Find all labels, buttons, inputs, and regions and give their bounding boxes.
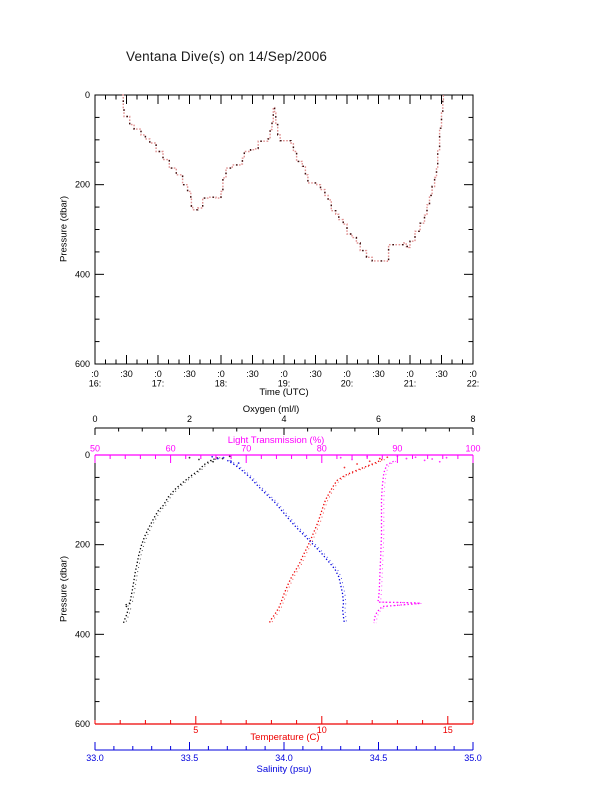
pressure-tick-label: 0 <box>85 90 90 100</box>
top-plot-border <box>94 94 474 365</box>
temperature-c-scatter-point <box>386 456 389 459</box>
oxygen-tick-label: 0 <box>92 414 97 424</box>
light-transmission-scatter-point <box>405 457 408 460</box>
pressure-tick-label: 600 <box>75 719 90 729</box>
hour-tick-label: 20: <box>341 379 354 389</box>
time-tick-label: :30 <box>372 369 385 379</box>
light-transmission-scatter-point <box>351 458 353 461</box>
time-axis-label: Time (UTC) <box>259 387 309 398</box>
light-transmission-scatter-point <box>396 455 399 458</box>
oxygen-tick-label: 8 <box>470 414 475 424</box>
time-tick-label: :0 <box>406 369 414 379</box>
temperature-tick-label: 5 <box>193 725 198 735</box>
pressure-tick-label: 600 <box>75 359 90 369</box>
salinity-psu-scatter-point <box>237 462 240 464</box>
temperature-tick-label: 10 <box>317 725 327 735</box>
temperature-c-scatter-point <box>378 457 381 460</box>
light-transmission-scatter-point <box>423 459 426 462</box>
oxygen-axis-label: Oxygen (ml/l) <box>242 404 300 415</box>
temperature-c-scatter-point <box>356 463 358 465</box>
light-transmission-scatter-point <box>438 460 441 463</box>
dive-depth-trace <box>122 94 445 262</box>
temperature-c-profile <box>268 458 383 624</box>
light-transmission-scatter-point <box>366 455 369 458</box>
salinity-axis-label: Salinity (psu) <box>256 764 312 775</box>
light-transmission-scatter-point <box>414 456 417 459</box>
pressure-tick-label: 200 <box>75 540 90 550</box>
time-tick-label: :30 <box>435 369 448 379</box>
top-chart-pressure-axis-label: Pressure (dbar) <box>58 196 70 262</box>
light-transmission-tick-label: 90 <box>392 444 402 454</box>
hour-tick-label: 18: <box>215 379 228 389</box>
pressure-tick-label: 200 <box>75 180 90 190</box>
light-transmission-scatter-point <box>339 456 342 459</box>
temperature-c-scatter-point <box>343 466 346 469</box>
oxygen-ml-l-scatter-point <box>198 458 200 461</box>
time-tick-label: :0 <box>469 369 477 379</box>
page-title: Ventana Dive(s) on 14/Sep/2006 <box>126 49 328 64</box>
temperature-c-profile-ghost <box>270 459 385 624</box>
time-tick-label: :30 <box>309 369 322 379</box>
oxygen-tick-label: 4 <box>281 414 286 424</box>
oxygen-ml-l-scatter-point <box>212 460 215 463</box>
oxygen-tick-label: 6 <box>376 414 381 424</box>
salinity-tick-label: 34.5 <box>370 753 388 763</box>
oxygen-ml-l-scatter-point <box>188 456 191 459</box>
temperature-axis-label: Temperature (C) <box>250 732 320 743</box>
temperature-tick-label: 15 <box>443 725 453 735</box>
pressure-tick-label: 400 <box>75 629 90 639</box>
light-transmission-tick-label: 100 <box>465 444 480 454</box>
time-tick-label: :30 <box>120 369 133 379</box>
salinity-tick-label: 34.0 <box>275 753 293 763</box>
time-tick-label: :0 <box>343 369 351 379</box>
oxygen-ml-l-scatter-point <box>228 455 231 458</box>
time-tick-label: :0 <box>280 369 288 379</box>
light-transmission-tick-label: 80 <box>317 444 327 454</box>
light-transmission-scatter-point <box>445 456 448 459</box>
light-transmission-tick-label: 60 <box>166 444 176 454</box>
salinity-tick-label: 33.5 <box>181 753 199 763</box>
time-tick-label: :0 <box>217 369 225 379</box>
oxygen-tick-label: 2 <box>187 414 192 424</box>
hour-tick-label: 17: <box>152 379 165 389</box>
salinity-tick-label: 33.0 <box>86 753 104 763</box>
salinity-psu-scatter-point <box>216 457 219 460</box>
hour-tick-label: 21: <box>404 379 417 389</box>
salinity-psu-profile-ghost <box>229 459 348 624</box>
oxygen-ml-l-profile <box>122 457 219 624</box>
time-tick-label: :30 <box>246 369 259 379</box>
salinity-psu-profile <box>226 459 346 624</box>
salinity-tick-label: 35.0 <box>464 753 482 763</box>
salinity-psu-scatter-point <box>230 460 232 463</box>
time-tick-label: :30 <box>183 369 196 379</box>
light-transmission-tick-label: 70 <box>241 444 251 454</box>
light-transmission-profile-ghost <box>375 460 423 624</box>
time-tick-label: :0 <box>91 369 99 379</box>
light-transmission-axis-label: Light Transmission (%) <box>227 435 325 446</box>
time-tick-label: :0 <box>154 369 162 379</box>
pressure-tick-label: 0 <box>85 450 90 460</box>
oxygen-ml-l-profile-ghost <box>125 457 221 624</box>
temperature-c-scatter-point <box>368 460 371 463</box>
dive-depth-trace-speckle <box>122 94 445 262</box>
salinity-psu-scatter-point <box>222 456 225 459</box>
salinity-psu-scatter-point <box>211 455 214 458</box>
bottom-chart-pressure-axis-label: Pressure (dbar) <box>58 556 70 622</box>
hour-tick-label: 16: <box>89 379 102 389</box>
light-transmission-scatter-point <box>431 458 434 460</box>
pressure-tick-label: 400 <box>75 269 90 279</box>
light-transmission-tick-label: 50 <box>90 444 100 454</box>
hour-tick-label: 22: <box>467 379 480 389</box>
hour-tick-label: 19: <box>278 379 291 389</box>
